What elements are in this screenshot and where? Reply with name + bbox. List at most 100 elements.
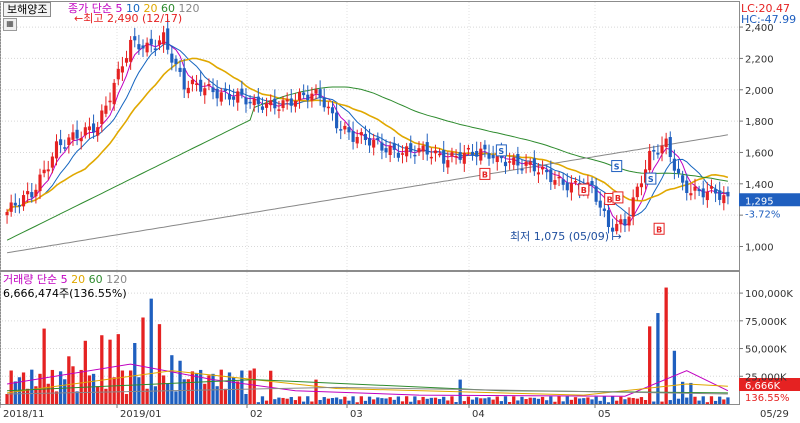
volume-bar: [442, 396, 446, 404]
candle-body: [219, 92, 223, 102]
grid-icon[interactable]: ▦: [3, 18, 17, 31]
volume-bar: [194, 372, 199, 404]
volume-bar: [186, 379, 190, 404]
candle-body: [108, 100, 112, 103]
candle-body: [112, 82, 116, 105]
candle-body: [34, 189, 38, 197]
volume-bar: [322, 397, 326, 404]
candle-body: [425, 142, 429, 155]
candle-body: [363, 133, 368, 141]
candle-body: [63, 147, 67, 149]
signal-label: B: [482, 170, 488, 179]
candle-body: [689, 193, 693, 196]
candle-body: [372, 139, 376, 148]
candle-body: [693, 186, 697, 191]
candle-body: [528, 161, 532, 165]
volume-bar: [503, 396, 508, 404]
volume-bar: [141, 317, 145, 404]
volume-bar: [128, 370, 133, 404]
candle-body: [569, 183, 573, 193]
candle-body: [129, 39, 133, 62]
date-label: 05/29: [760, 409, 789, 420]
candle-body: [400, 153, 405, 155]
candle-body: [487, 153, 491, 159]
candle-body: [685, 180, 689, 194]
volume-bar: [487, 397, 491, 404]
volume-bar: [343, 396, 347, 404]
signal-label: S: [498, 147, 504, 156]
low-annotation: 최저 1,075 (05/09) →: [510, 230, 622, 243]
volume-bar: [112, 377, 116, 404]
volume-bar: [586, 397, 590, 404]
volume-bar: [512, 396, 516, 404]
candle-body: [50, 156, 54, 168]
volume-bar: [153, 386, 158, 404]
lc-value: LC:20.47: [741, 2, 791, 15]
volume-bar: [120, 370, 125, 404]
volume-bar: [409, 401, 413, 404]
volume-bar: [454, 402, 458, 404]
volume-bar: [380, 398, 384, 404]
candle-body: [676, 168, 681, 174]
volume-bar: [347, 400, 351, 404]
candle-body: [450, 152, 454, 157]
candle-body: [13, 202, 17, 206]
candle-body: [594, 186, 598, 202]
volume-bar: [606, 402, 611, 404]
candle-body: [466, 147, 470, 150]
candle-body: [697, 189, 701, 192]
candle-body: [170, 53, 174, 63]
candle-body: [174, 58, 178, 65]
candle-body: [71, 132, 75, 140]
volume-bar: [384, 398, 388, 404]
candle-body: [384, 148, 388, 153]
candle-body: [380, 142, 384, 151]
candle-body: [244, 97, 248, 105]
volume-bar: [302, 401, 306, 404]
volume-bar: [429, 397, 433, 404]
volume-bar: [289, 397, 293, 404]
volume-bar: [594, 396, 598, 404]
price-panel[interactable]: [0, 1, 740, 271]
candle-body: [619, 219, 623, 225]
candle-body: [709, 186, 714, 189]
volume-bar: [256, 402, 260, 404]
volume-bar: [174, 391, 178, 404]
volume-bar: [421, 396, 425, 404]
price-ma20-label: 20: [143, 2, 158, 15]
volume-bar: [507, 402, 512, 404]
date-label: 03: [350, 409, 363, 420]
price-ma60-label: 60: [161, 2, 175, 15]
volume-bar: [582, 398, 586, 404]
candle-body: [248, 101, 252, 104]
volume-bar: [565, 396, 569, 404]
volume-bar: [610, 396, 615, 404]
candle-body: [207, 84, 211, 86]
candle-body: [141, 45, 145, 49]
volume-bar: [516, 400, 520, 404]
candle-body: [565, 182, 569, 191]
volume-bar: [569, 399, 574, 404]
volume-bar: [499, 401, 504, 404]
price-tick-label: 1,600: [745, 148, 774, 159]
candle-body: [289, 98, 293, 106]
candle-body: [495, 152, 499, 163]
candle-body: [409, 143, 413, 152]
volume-bar: [223, 388, 228, 404]
volume-bar: [91, 373, 96, 404]
stock-name-button[interactable]: 보해양조: [3, 2, 52, 17]
volume-bar: [495, 396, 499, 404]
volume-tick-label: 75,000K: [745, 317, 787, 328]
volume-bar: [425, 398, 429, 404]
candle-body: [561, 179, 565, 185]
volume-bar: [13, 381, 17, 404]
candle-body: [186, 87, 190, 94]
candle-body: [153, 48, 157, 50]
candle-body: [17, 204, 21, 207]
volume-bar: [240, 370, 244, 404]
price-tick-label: 2,000: [745, 86, 774, 97]
volume-bar: [104, 388, 108, 404]
candle-body: [21, 195, 26, 207]
volume-bar: [277, 397, 281, 404]
